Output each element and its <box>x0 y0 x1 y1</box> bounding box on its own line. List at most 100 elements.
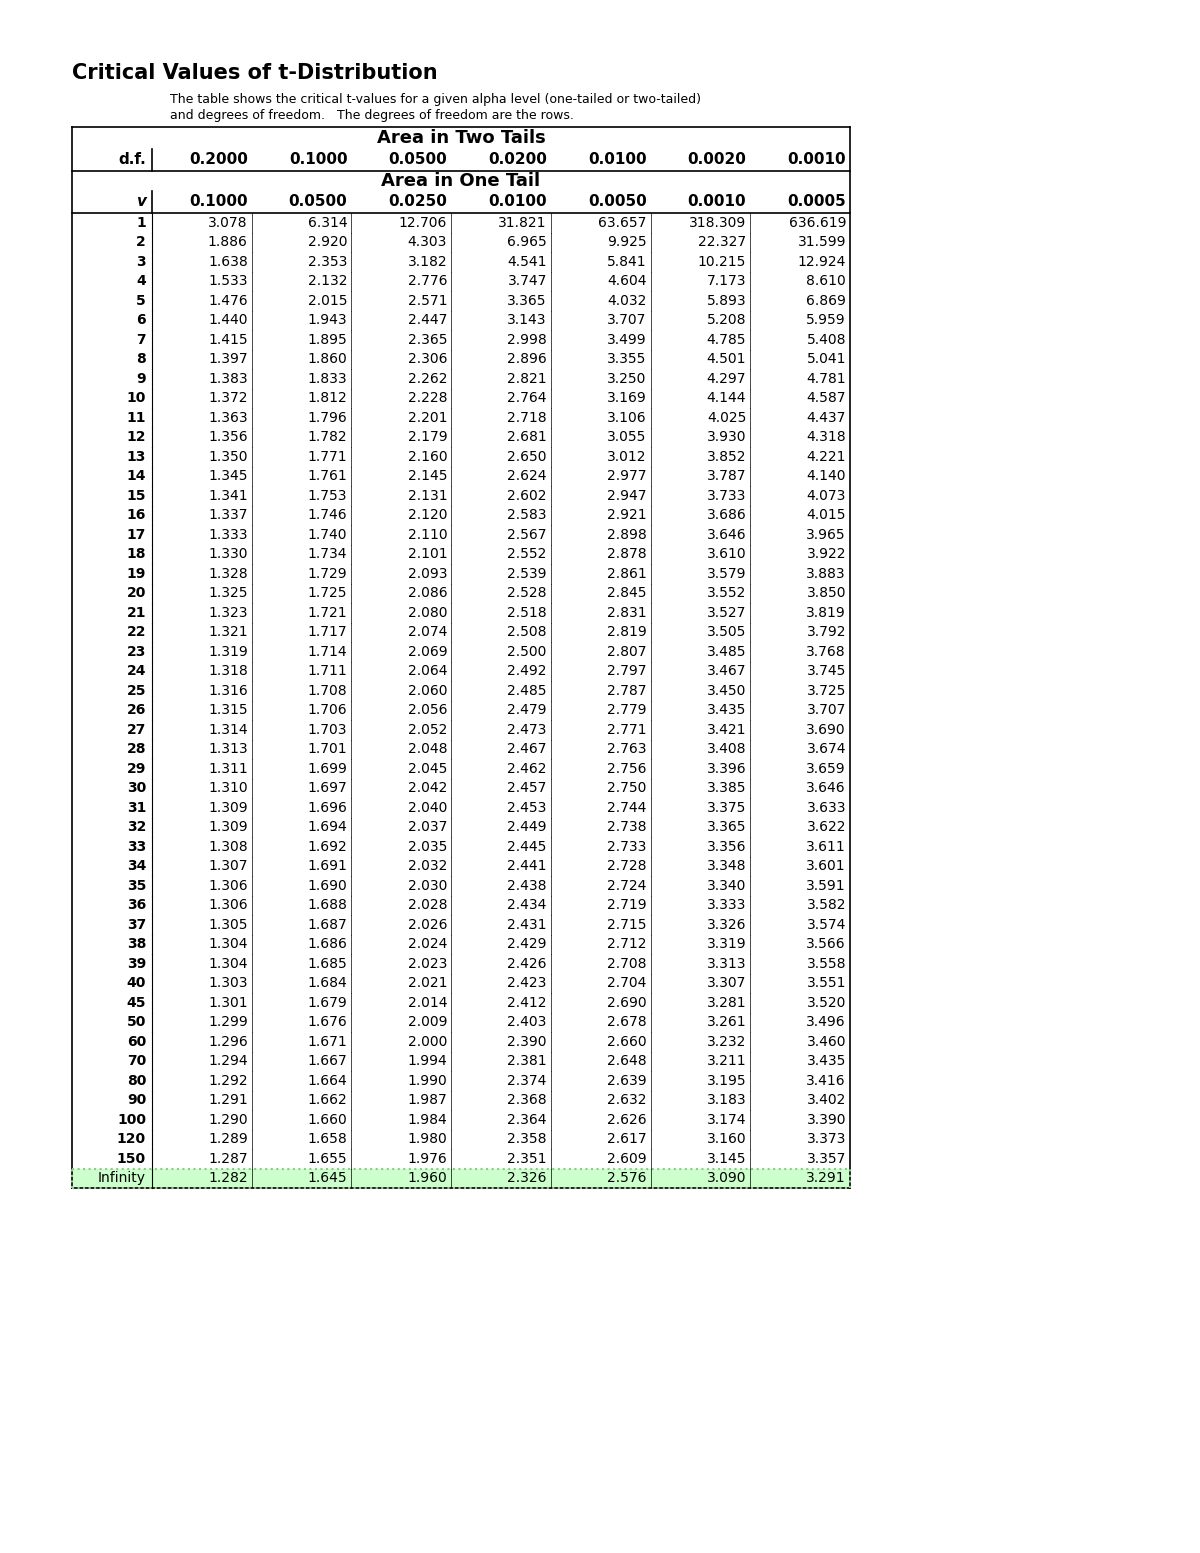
Text: 3.313: 3.313 <box>707 957 746 971</box>
Text: 20: 20 <box>127 585 146 601</box>
Text: 2.744: 2.744 <box>607 801 647 815</box>
Text: 1.345: 1.345 <box>209 469 247 483</box>
Text: 2.390: 2.390 <box>508 1034 547 1048</box>
Text: 2.576: 2.576 <box>607 1171 647 1185</box>
Text: 1.383: 1.383 <box>208 371 247 385</box>
Text: 2.403: 2.403 <box>508 1016 547 1030</box>
Text: 2.431: 2.431 <box>508 918 547 932</box>
Text: 3.333: 3.333 <box>707 898 746 912</box>
Text: 0.0100: 0.0100 <box>488 194 547 210</box>
Text: 3.725: 3.725 <box>806 683 846 697</box>
Text: 2.756: 2.756 <box>607 763 647 776</box>
Text: 3.174: 3.174 <box>707 1114 746 1127</box>
Text: 1.292: 1.292 <box>208 1073 247 1087</box>
Text: 1.994: 1.994 <box>407 1054 448 1068</box>
Text: 1.290: 1.290 <box>208 1114 247 1127</box>
Text: 2.807: 2.807 <box>607 644 647 658</box>
Text: 3.261: 3.261 <box>707 1016 746 1030</box>
Text: 0.0005: 0.0005 <box>787 194 846 210</box>
Text: 5.408: 5.408 <box>806 332 846 346</box>
Text: 3.307: 3.307 <box>707 977 746 991</box>
Text: 0.0200: 0.0200 <box>488 152 547 168</box>
Text: 3.922: 3.922 <box>806 547 846 561</box>
Text: 1.638: 1.638 <box>208 255 247 269</box>
Text: 2.434: 2.434 <box>508 898 547 912</box>
Text: 3.930: 3.930 <box>707 430 746 444</box>
Text: 1.860: 1.860 <box>307 353 348 367</box>
Text: 1.316: 1.316 <box>208 683 247 697</box>
Text: 1.304: 1.304 <box>209 938 247 952</box>
Text: 1.667: 1.667 <box>307 1054 348 1068</box>
Text: 1.708: 1.708 <box>308 683 348 697</box>
Text: 1.671: 1.671 <box>307 1034 348 1048</box>
Text: 3.250: 3.250 <box>607 371 647 385</box>
Text: 1.694: 1.694 <box>307 820 348 834</box>
Text: 5.841: 5.841 <box>607 255 647 269</box>
Text: 1.294: 1.294 <box>208 1054 247 1068</box>
Text: 1.296: 1.296 <box>208 1034 247 1048</box>
Text: 2.763: 2.763 <box>607 742 647 756</box>
Text: 1.729: 1.729 <box>308 567 348 581</box>
Text: 1.987: 1.987 <box>407 1093 448 1107</box>
Text: 2.583: 2.583 <box>508 508 547 522</box>
Text: 2.353: 2.353 <box>308 255 348 269</box>
Text: 5: 5 <box>137 294 146 307</box>
Text: 3.182: 3.182 <box>408 255 448 269</box>
Text: 70: 70 <box>127 1054 146 1068</box>
Text: and degrees of freedom.   The degrees of freedom are the rows.: and degrees of freedom. The degrees of f… <box>170 109 574 123</box>
Text: 2.738: 2.738 <box>607 820 647 834</box>
Text: 1.337: 1.337 <box>209 508 247 522</box>
Text: 1.397: 1.397 <box>208 353 247 367</box>
Text: 3.745: 3.745 <box>806 665 846 679</box>
Text: 1.686: 1.686 <box>307 938 348 952</box>
Text: 2.660: 2.660 <box>607 1034 647 1048</box>
Text: 80: 80 <box>127 1073 146 1087</box>
Text: 1.690: 1.690 <box>307 879 348 893</box>
Text: Critical Values of t-Distribution: Critical Values of t-Distribution <box>72 64 438 82</box>
Text: 1.660: 1.660 <box>307 1114 348 1127</box>
Text: 2.819: 2.819 <box>607 626 647 640</box>
Text: 8.610: 8.610 <box>806 275 846 289</box>
Text: 3.460: 3.460 <box>806 1034 846 1048</box>
Text: 2.024: 2.024 <box>408 938 448 952</box>
Text: 29: 29 <box>127 763 146 776</box>
Text: 2.368: 2.368 <box>508 1093 547 1107</box>
Text: 5.041: 5.041 <box>806 353 846 367</box>
Text: 0.0010: 0.0010 <box>787 152 846 168</box>
Text: 2.648: 2.648 <box>607 1054 647 1068</box>
Text: 2.617: 2.617 <box>607 1132 647 1146</box>
Text: 2.518: 2.518 <box>508 606 547 620</box>
Text: 2.626: 2.626 <box>607 1114 647 1127</box>
Text: 2.797: 2.797 <box>607 665 647 679</box>
Text: 2.093: 2.093 <box>408 567 448 581</box>
Text: 1: 1 <box>137 216 146 230</box>
Text: 3.574: 3.574 <box>806 918 846 932</box>
Text: 2.602: 2.602 <box>508 489 547 503</box>
Text: 2.898: 2.898 <box>607 528 647 542</box>
Text: 2.132: 2.132 <box>308 275 348 289</box>
Text: 2.609: 2.609 <box>607 1152 647 1166</box>
Text: 1.476: 1.476 <box>208 294 247 307</box>
Text: 26: 26 <box>127 704 146 717</box>
Text: 34: 34 <box>127 859 146 873</box>
Text: 19: 19 <box>127 567 146 581</box>
Text: 1.771: 1.771 <box>308 450 348 464</box>
Text: 3.965: 3.965 <box>806 528 846 542</box>
Text: 1.746: 1.746 <box>308 508 348 522</box>
Text: d.f.: d.f. <box>119 152 146 168</box>
Text: 2.632: 2.632 <box>607 1093 647 1107</box>
Text: 2.624: 2.624 <box>508 469 547 483</box>
Text: 1.687: 1.687 <box>307 918 348 932</box>
Text: 4.303: 4.303 <box>408 235 448 248</box>
Text: 2.718: 2.718 <box>508 410 547 426</box>
Text: 2.086: 2.086 <box>408 585 448 601</box>
Text: 3.416: 3.416 <box>806 1073 846 1087</box>
Text: 2.920: 2.920 <box>308 235 348 248</box>
Text: 1.692: 1.692 <box>307 840 348 854</box>
Text: 3.211: 3.211 <box>707 1054 746 1068</box>
Text: 2.567: 2.567 <box>508 528 547 542</box>
Text: 2.728: 2.728 <box>607 859 647 873</box>
Text: 3.566: 3.566 <box>806 938 846 952</box>
Text: 15: 15 <box>126 489 146 503</box>
Text: 4.781: 4.781 <box>806 371 846 385</box>
